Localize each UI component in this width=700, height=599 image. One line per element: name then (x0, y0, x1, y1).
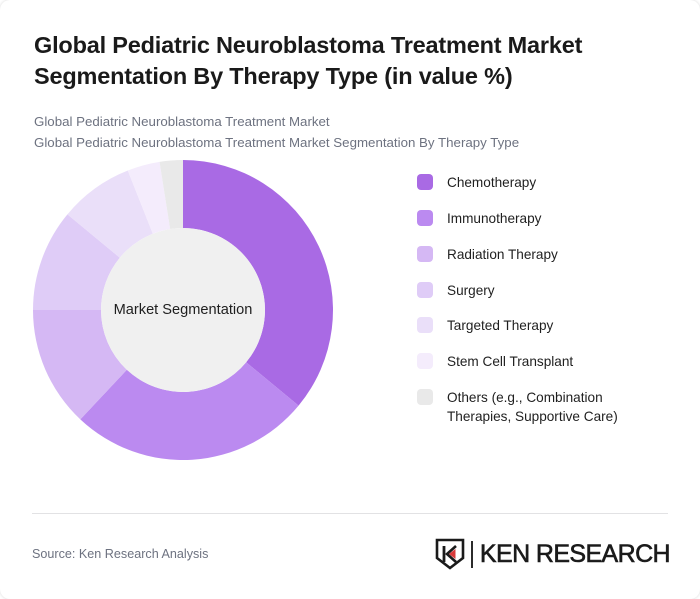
brand-divider (471, 540, 473, 568)
legend-item[interactable]: Surgery (417, 281, 667, 300)
donut-slice[interactable] (183, 160, 334, 406)
donut-chart: Market Segmentation (32, 159, 334, 461)
legend-item[interactable]: Immunotherapy (417, 209, 667, 228)
source-note: Source: Ken Research Analysis (32, 547, 209, 561)
legend-label: Surgery (447, 282, 495, 298)
donut-slice[interactable] (80, 362, 299, 461)
brand-name: KEN RESEARCH (479, 539, 671, 568)
donut-slice[interactable] (67, 170, 153, 258)
chart-footer: Source: Ken Research Analysis KEN RESEAR… (32, 534, 671, 574)
legend-swatch-icon (417, 389, 433, 406)
legend-swatch-icon (417, 245, 433, 262)
legend-swatch-icon (417, 317, 433, 334)
donut-slice[interactable] (33, 310, 127, 420)
legend-label: Stem Cell Transplant (447, 354, 574, 370)
donut-chart-svg (33, 160, 334, 461)
legend-item[interactable]: Others (e.g., Combination Therapies, Sup… (417, 388, 667, 427)
chart-subtitle-primary: Global Pediatric Neuroblastoma Treatment… (34, 114, 330, 130)
footer-divider (32, 513, 668, 514)
legend-label: Chemotherapy (447, 175, 537, 191)
legend-swatch-icon (417, 281, 433, 298)
legend-item[interactable]: Radiation Therapy (417, 245, 667, 264)
brand-logo: KEN RESEARCH (435, 538, 671, 570)
chart-subtitle-secondary: Global Pediatric Neuroblastoma Treatment… (34, 134, 520, 150)
legend-swatch-icon (417, 353, 433, 370)
donut-slice[interactable] (127, 162, 171, 235)
donut-center-circle (101, 228, 265, 393)
legend-item[interactable]: Chemotherapy (417, 173, 667, 192)
ken-research-shield-k-logo-icon (436, 538, 465, 570)
donut-slice-group (33, 160, 334, 461)
chart-body: Market Segmentation Chemotherapy Immunoth… (0, 159, 700, 489)
legend-swatch-icon (417, 174, 433, 191)
legend-item[interactable]: Stem Cell Transplant (417, 352, 667, 371)
chart-header: Global Pediatric Neuroblastoma Treatment… (0, 0, 700, 153)
legend-label: Targeted Therapy (447, 318, 554, 334)
chart-legend: Chemotherapy Immunotherapy Radiation Thera… (417, 173, 667, 443)
legend-item[interactable]: Targeted Therapy (417, 316, 667, 335)
page-title: Global Pediatric Neuroblastoma Treatment… (34, 32, 583, 90)
legend-label: Others (e.g., Combination Therapies, Sup… (447, 390, 618, 425)
donut-slice[interactable] (159, 160, 183, 230)
legend-label: Immunotherapy (447, 211, 542, 227)
donut-slice[interactable] (33, 214, 120, 311)
legend-label: Radiation Therapy (447, 246, 558, 262)
legend-swatch-icon (417, 210, 433, 227)
